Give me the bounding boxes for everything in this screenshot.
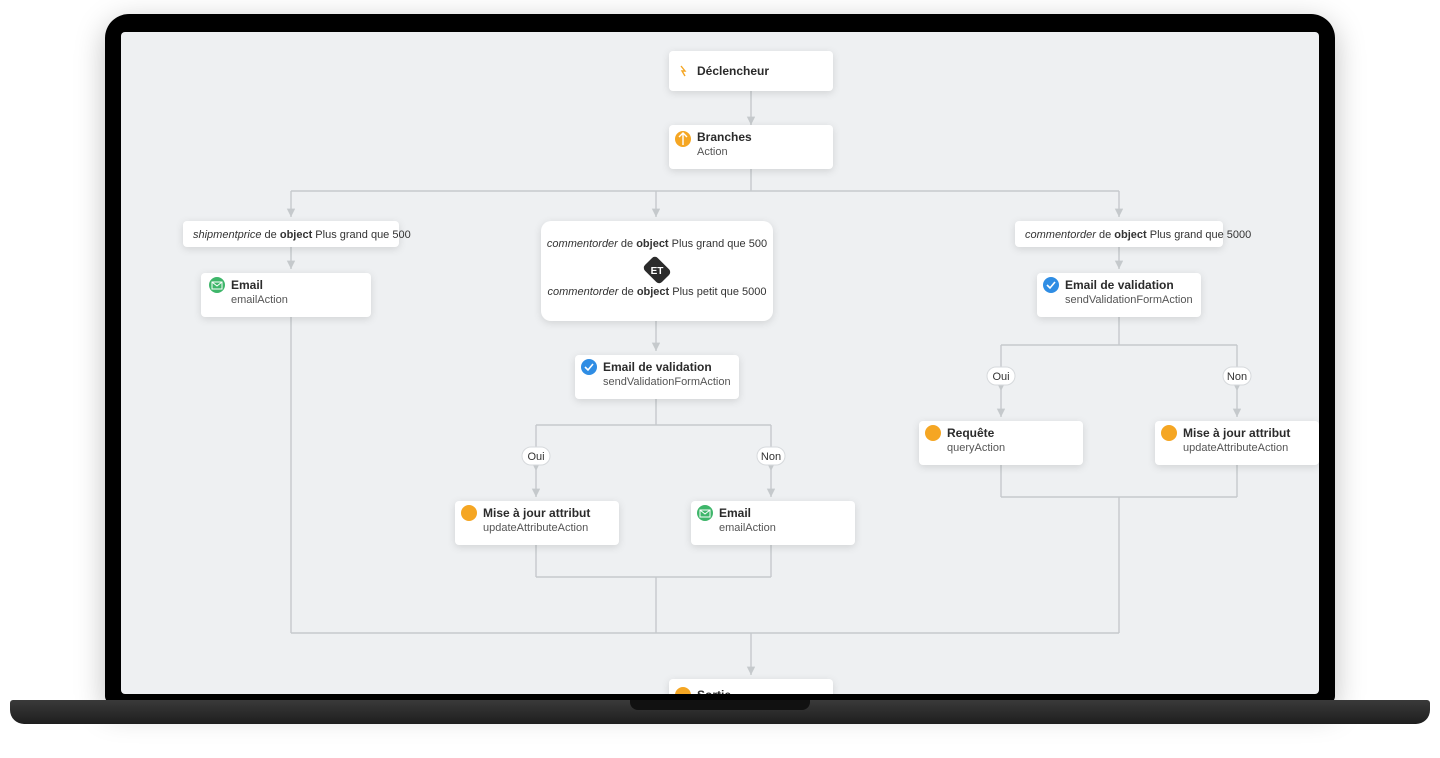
- laptop-notch: [630, 700, 810, 710]
- check-icon: [1043, 277, 1059, 293]
- email-left-sub: emailAction: [231, 294, 288, 306]
- dot-icon: [461, 505, 477, 521]
- update-right-node[interactable]: Mise à jour attribut updateAttributeActi…: [1155, 421, 1319, 465]
- condition-right-text: commentorder de object Plus grand que 50…: [1025, 229, 1251, 241]
- branches-title: Branches: [697, 130, 752, 144]
- query-right-sub: queryAction: [947, 442, 1005, 454]
- trigger-node[interactable]: Déclencheur: [669, 51, 833, 91]
- dot-icon: [1161, 425, 1177, 441]
- laptop-bezel: Déclencheur Branches Action shipmentpric…: [105, 14, 1335, 704]
- update-mid-title: Mise à jour attribut: [483, 506, 590, 520]
- condition-mid[interactable]: commentorder de object Plus grand que 50…: [541, 221, 773, 321]
- email-mid-node[interactable]: Email emailAction: [691, 501, 855, 545]
- email-left-title: Email: [231, 278, 263, 292]
- condition-mid-line1: commentorder de object Plus grand que 50…: [547, 238, 767, 250]
- flowchart-canvas: Déclencheur Branches Action shipmentpric…: [121, 32, 1319, 694]
- et-label: ET: [651, 266, 664, 277]
- svg-text:Non: Non: [1227, 371, 1247, 383]
- condition-right[interactable]: commentorder de object Plus grand que 50…: [1015, 221, 1251, 247]
- svg-text:Oui: Oui: [527, 451, 544, 463]
- query-right-title: Requête: [947, 426, 995, 440]
- pill-non-mid: Non: [757, 447, 785, 465]
- pill-oui-right: Oui: [987, 367, 1015, 385]
- screen: Déclencheur Branches Action shipmentpric…: [121, 32, 1319, 694]
- branches-sub: Action: [697, 146, 728, 158]
- update-mid-node[interactable]: Mise à jour attribut updateAttributeActi…: [455, 501, 619, 545]
- validation-right-node[interactable]: Email de validation sendValidationFormAc…: [1037, 273, 1201, 317]
- end-title: Sortie: [697, 688, 731, 694]
- validation-right-sub: sendValidationFormAction: [1065, 294, 1193, 306]
- check-icon: [581, 359, 597, 375]
- end-node[interactable]: Sortie: [669, 679, 833, 694]
- email-mid-sub: emailAction: [719, 522, 776, 534]
- update-right-title: Mise à jour attribut: [1183, 426, 1290, 440]
- laptop-base: [10, 700, 1430, 724]
- dot-icon: [925, 425, 941, 441]
- email-left-node[interactable]: Email emailAction: [201, 273, 371, 317]
- branches-node[interactable]: Branches Action: [669, 125, 833, 169]
- laptop-mockup: Déclencheur Branches Action shipmentpric…: [10, 14, 1430, 744]
- validation-mid-node[interactable]: Email de validation sendValidationFormAc…: [575, 355, 739, 399]
- validation-mid-title: Email de validation: [603, 360, 712, 374]
- svg-text:Non: Non: [761, 451, 781, 463]
- validation-right-title: Email de validation: [1065, 278, 1174, 292]
- mail-icon: [697, 505, 713, 521]
- mail-icon: [209, 277, 225, 293]
- trigger-label: Déclencheur: [697, 64, 769, 78]
- update-mid-sub: updateAttributeAction: [483, 522, 588, 534]
- edges: [291, 91, 1237, 675]
- update-right-sub: updateAttributeAction: [1183, 442, 1288, 454]
- condition-mid-line2: commentorder de object Plus petit que 50…: [548, 286, 767, 298]
- pill-oui-mid: Oui: [522, 447, 550, 465]
- query-right-node[interactable]: Requête queryAction: [919, 421, 1083, 465]
- svg-text:Oui: Oui: [992, 371, 1009, 383]
- pill-non-right: Non: [1223, 367, 1251, 385]
- condition-left-text: shipmentprice de object Plus grand que 5…: [193, 229, 411, 241]
- validation-mid-sub: sendValidationFormAction: [603, 376, 731, 388]
- condition-left[interactable]: shipmentprice de object Plus grand que 5…: [183, 221, 411, 247]
- email-mid-title: Email: [719, 506, 751, 520]
